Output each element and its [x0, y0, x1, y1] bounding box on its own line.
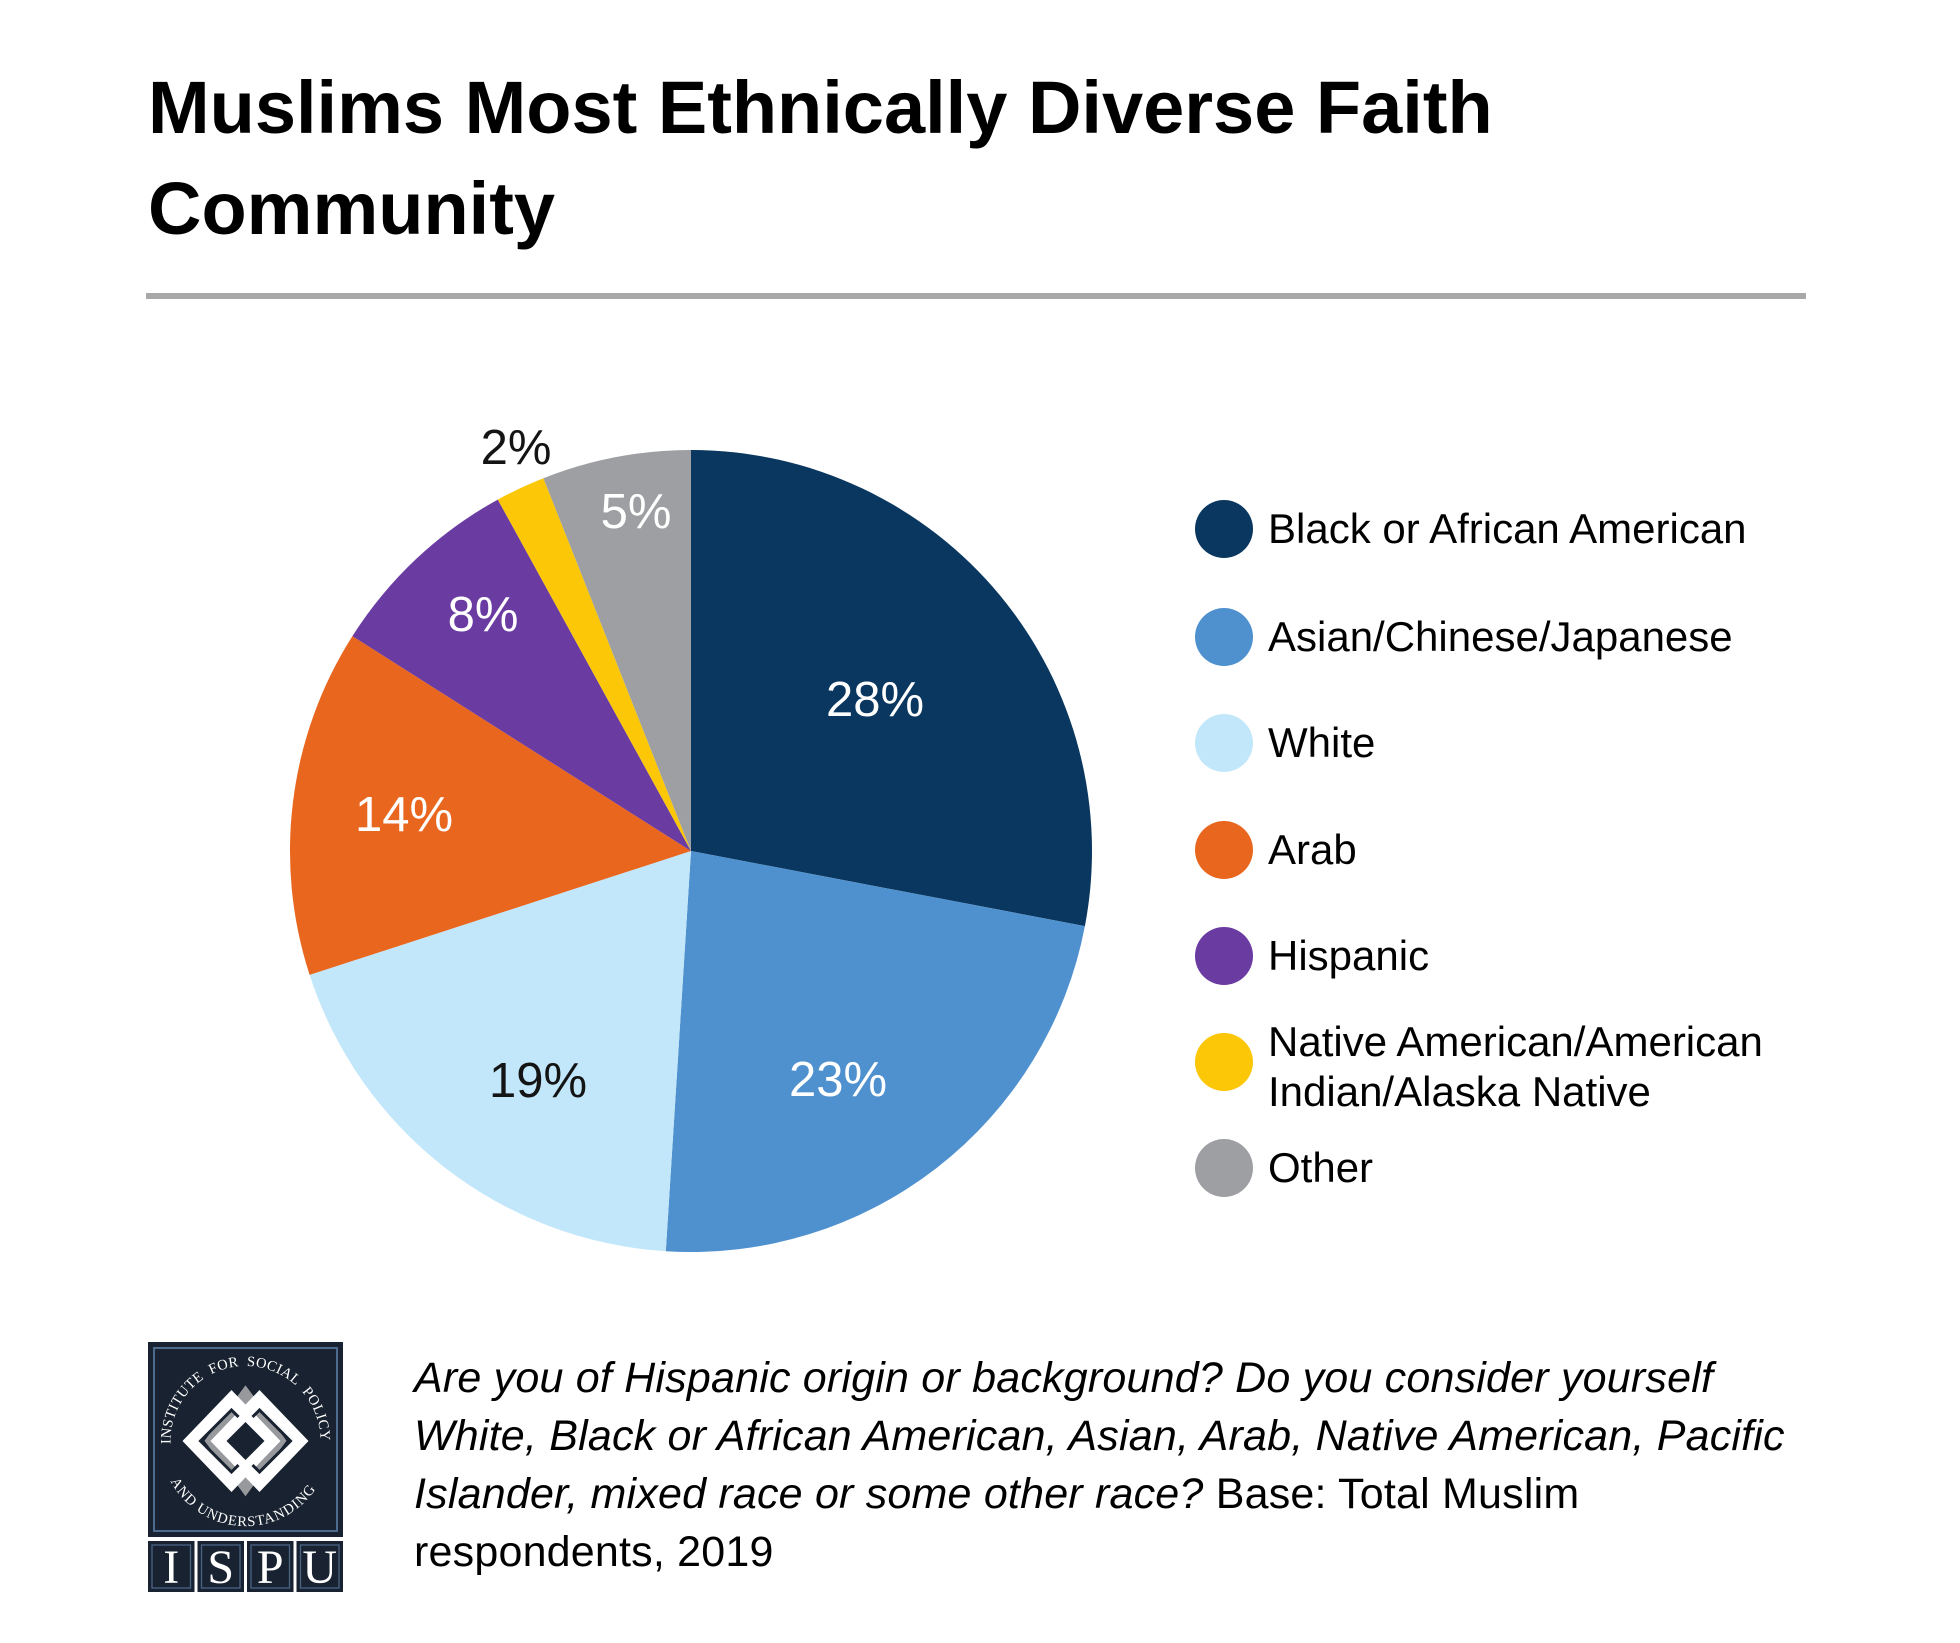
svg-text:I: I: [163, 1541, 179, 1594]
svg-text:P: P: [257, 1541, 284, 1594]
svg-text:S: S: [207, 1541, 234, 1594]
svg-text:U: U: [302, 1541, 337, 1594]
